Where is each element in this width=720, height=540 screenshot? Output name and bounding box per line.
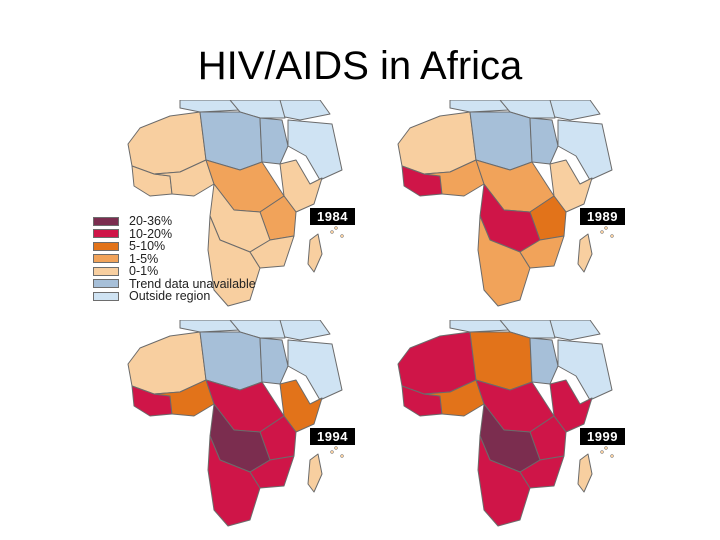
- island-1: [334, 226, 338, 230]
- region-madagascar: [577, 453, 593, 493]
- region-northeast: [259, 117, 289, 165]
- region-west: [153, 159, 215, 197]
- island-2: [610, 454, 614, 458]
- legend-item: 5-10%: [93, 240, 323, 253]
- legend-label: Outside region: [129, 289, 211, 304]
- africa-map-1989: [397, 100, 614, 307]
- map-panel-1989: 1989: [380, 100, 630, 320]
- legend-item: 10-20%: [93, 226, 323, 241]
- island-0: [330, 230, 334, 234]
- region-madagascar: [307, 233, 323, 273]
- legend-label: 20-36%: [129, 214, 173, 229]
- legend-swatch: [93, 266, 119, 276]
- region-west: [423, 379, 485, 417]
- map-panel-1994: 1994: [110, 320, 360, 540]
- region-south: [477, 435, 531, 527]
- island-0: [600, 450, 604, 454]
- island-2: [610, 234, 614, 238]
- legend: 20-36% 10-20% 5-10% 1-5% 0-1% Trend data unav…: [93, 215, 323, 303]
- legend-swatch: [93, 279, 119, 289]
- legend-item: 0-1%: [93, 265, 323, 278]
- region-southeast: [249, 235, 295, 269]
- legend-swatch: [93, 229, 119, 239]
- outside-region-0: [449, 100, 511, 113]
- region-northeast: [529, 337, 559, 385]
- legend-item: Outside region: [93, 290, 323, 303]
- legend-label: 0-1%: [129, 264, 159, 279]
- region-northwest: [127, 111, 207, 175]
- year-label: 1999: [580, 428, 625, 445]
- africa-map-1994: [127, 320, 344, 527]
- legend-item: 1-5%: [93, 251, 323, 266]
- legend-label: Trend data unavailable: [129, 276, 256, 291]
- island-1: [604, 446, 608, 450]
- year-label: 1989: [580, 208, 625, 225]
- region-madagascar: [577, 233, 593, 273]
- island-2: [340, 234, 344, 238]
- africa-map-1999: [397, 320, 614, 527]
- region-west: [153, 379, 215, 417]
- slide-title: HIV/AIDS in Africa: [197, 44, 523, 88]
- africa-map-1984: [127, 100, 344, 307]
- region-southeast: [519, 235, 565, 269]
- legend-item: Trend data unavailable: [93, 276, 323, 291]
- legend-swatch: [93, 254, 119, 264]
- island-2: [340, 454, 344, 458]
- island-0: [600, 230, 604, 234]
- region-northwest: [397, 111, 477, 175]
- map-panel-1984: 1984: [110, 100, 360, 320]
- region-south: [207, 435, 261, 527]
- legend-swatch: [93, 241, 119, 251]
- region-northwest: [397, 331, 477, 395]
- outside-region-europe: [229, 320, 286, 339]
- region-southeast: [519, 455, 565, 489]
- region-northwest: [127, 331, 207, 395]
- island-1: [604, 226, 608, 230]
- region-madagascar: [307, 453, 323, 493]
- region-west: [423, 159, 485, 197]
- outside-region-0: [449, 320, 511, 333]
- year-label: 1984: [310, 208, 355, 225]
- region-northeast: [529, 117, 559, 165]
- legend-label: 5-10%: [129, 239, 166, 254]
- outside-region-europe: [499, 320, 556, 339]
- region-northeast: [259, 337, 289, 385]
- island-0: [330, 450, 334, 454]
- region-southeast: [249, 455, 295, 489]
- region-south: [477, 215, 531, 307]
- legend-swatch: [93, 291, 119, 301]
- year-label: 1994: [310, 428, 355, 445]
- outside-region-0: [179, 100, 241, 113]
- legend-label: 1-5%: [129, 251, 159, 266]
- region-south: [207, 215, 261, 307]
- legend-label: 10-20%: [129, 226, 173, 241]
- outside-region-0: [179, 320, 241, 333]
- legend-swatch: [93, 216, 119, 226]
- legend-item: 20-36%: [93, 215, 323, 228]
- island-1: [334, 446, 338, 450]
- map-panel-1999: 1999: [380, 320, 630, 540]
- outside-region-europe: [229, 100, 286, 119]
- outside-region-europe: [499, 100, 556, 119]
